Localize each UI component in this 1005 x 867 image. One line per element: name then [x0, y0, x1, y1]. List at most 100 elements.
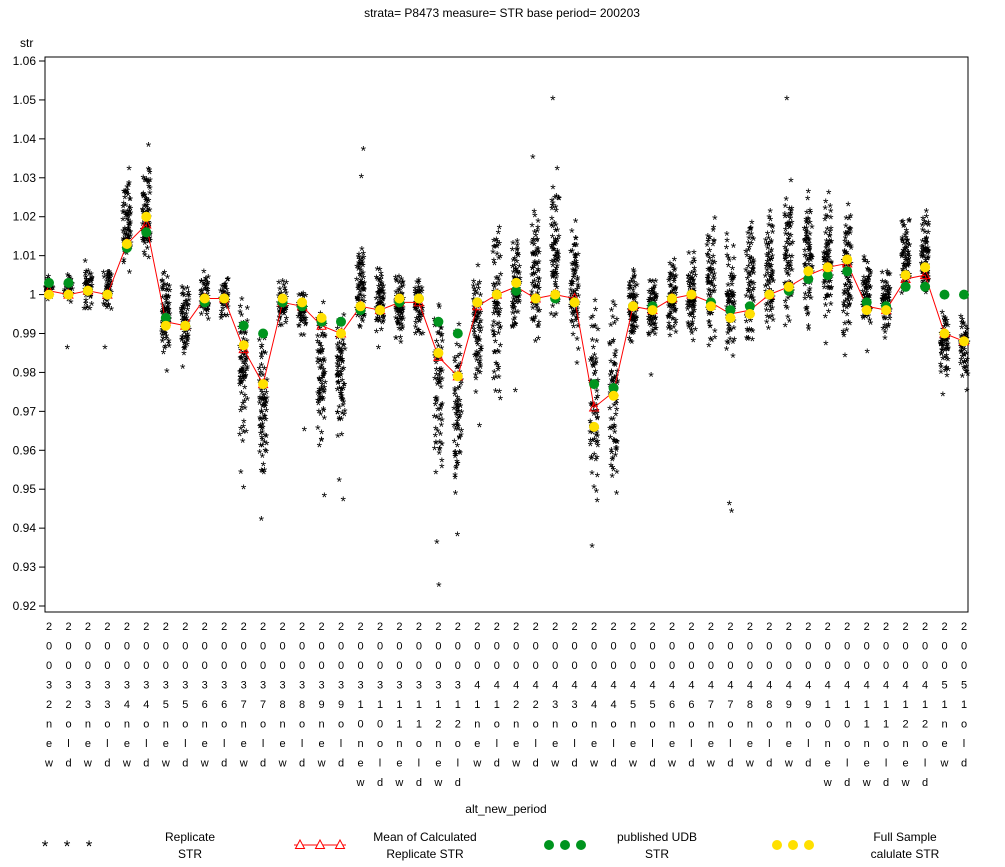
replicate-point: *	[334, 358, 340, 374]
replicate-point: *	[221, 279, 227, 295]
dot-icon	[804, 840, 814, 850]
x-label-char: 0	[572, 641, 578, 653]
replicate-point: *	[123, 186, 129, 202]
x-category-label: 2 0 0 4 7 new	[706, 621, 715, 770]
replicate-point: *	[804, 237, 810, 253]
replicate-point: *	[748, 222, 754, 238]
x-label-char: w	[433, 777, 442, 789]
full-sample-dot	[472, 297, 483, 308]
replicate-point: *	[315, 422, 321, 438]
replicate-point: *	[147, 204, 153, 220]
replicate-point: *	[262, 444, 268, 460]
replicate-point: *	[105, 280, 111, 296]
replicate-point: *	[280, 304, 286, 320]
replicate-point: *	[126, 177, 132, 193]
x-category-label: 2 0 0 4 1 new	[472, 621, 481, 770]
replicate-point: *	[104, 281, 110, 297]
x-label-char: w	[940, 758, 949, 770]
replicate-point: *	[337, 345, 343, 361]
replicate-point: *	[413, 327, 419, 343]
replicate-point: *	[121, 197, 127, 213]
full-sample-dot	[121, 239, 132, 249]
x-label-char: 2	[85, 621, 91, 633]
replicate-point: *	[143, 174, 149, 190]
replicate-point: *	[335, 369, 341, 385]
replicate-point: *	[84, 275, 90, 291]
replicate-point: *	[282, 284, 288, 300]
x-category-label: 2 0 0 3 1 0 new	[356, 621, 365, 789]
replicate-point: *	[360, 283, 366, 299]
replicate-point: *	[239, 352, 245, 368]
x-label-char: 0	[649, 641, 655, 653]
replicate-point: *	[199, 300, 205, 316]
x-label-char: 8	[280, 699, 286, 711]
replicate-point: *	[85, 265, 91, 281]
replicate-point: *	[239, 363, 245, 379]
x-label-char: 2	[903, 621, 909, 633]
replicate-point: *	[806, 322, 812, 338]
full-sample-dot	[530, 293, 541, 304]
replicate-point: *	[127, 266, 133, 282]
replicate-point: *	[261, 389, 267, 405]
x-label-char: 3	[338, 680, 344, 692]
replicate-cluster: ****************************************…	[724, 228, 738, 521]
x-label-char: 0	[747, 641, 753, 653]
replicate-point: *	[243, 326, 249, 342]
x-label-char: 0	[669, 641, 675, 653]
replicate-point: *	[277, 311, 283, 327]
x-label-char: 1	[864, 699, 870, 711]
replicate-point: *	[296, 320, 302, 336]
replicate-point: *	[355, 278, 361, 294]
replicate-point: *	[160, 332, 166, 348]
x-label-char: 5	[649, 699, 655, 711]
x-label-char: 6	[202, 699, 208, 711]
x-label-char: 0	[844, 641, 850, 653]
replicate-point: *	[144, 233, 150, 249]
replicate-point: *	[259, 406, 265, 422]
x-label-char: n	[552, 719, 558, 731]
replicate-point: *	[361, 278, 367, 294]
replicate-point: *	[303, 318, 309, 334]
x-label-char: 5	[182, 699, 188, 711]
replicate-point: *	[202, 303, 208, 319]
replicate-point: *	[126, 223, 132, 239]
x-label-char: 0	[280, 660, 286, 672]
replicate-point: *	[358, 270, 364, 286]
replicate-point: *	[257, 420, 263, 436]
replicate-point: *	[120, 225, 126, 241]
replicate-point: *	[263, 413, 269, 429]
x-label-char: n	[241, 719, 247, 731]
full-sample-dot	[297, 297, 308, 308]
dot-icon	[788, 840, 798, 850]
replicate-point: *	[281, 307, 287, 323]
replicate-point: *	[594, 335, 600, 351]
replicate-point: *	[107, 268, 113, 284]
x-label-char: 3	[455, 680, 461, 692]
replicate-point: *	[355, 292, 361, 308]
replicate-point: *	[238, 377, 244, 393]
x-label-char: 0	[435, 641, 441, 653]
replicate-point: *	[340, 392, 346, 408]
replicate-point: *	[298, 304, 304, 320]
replicate-point: *	[239, 386, 245, 402]
x-label-char: d	[961, 758, 967, 770]
replicate-point: *	[556, 192, 562, 208]
x-label-char: 2	[883, 621, 889, 633]
replicate-outlier-point: *	[336, 473, 342, 489]
x-label-char: e	[941, 738, 947, 750]
x-label-char: 0	[552, 660, 558, 672]
x-label-char: 0	[455, 660, 461, 672]
replicate-point: *	[610, 295, 616, 311]
replicate-point: *	[788, 255, 794, 271]
full-sample-dot	[725, 312, 736, 323]
x-label-char: 4	[669, 680, 675, 692]
replicate-point: *	[339, 387, 345, 403]
x-category-label: 2 0 0 4 4 new	[589, 621, 598, 770]
replicate-point: *	[259, 351, 265, 367]
replicate-point: *	[127, 201, 133, 217]
x-label-char: d	[572, 758, 578, 770]
x-label-char: o	[766, 719, 772, 731]
x-label-char: l	[612, 738, 614, 750]
x-label-char: 0	[319, 660, 325, 672]
x-label-char: 0	[85, 641, 91, 653]
